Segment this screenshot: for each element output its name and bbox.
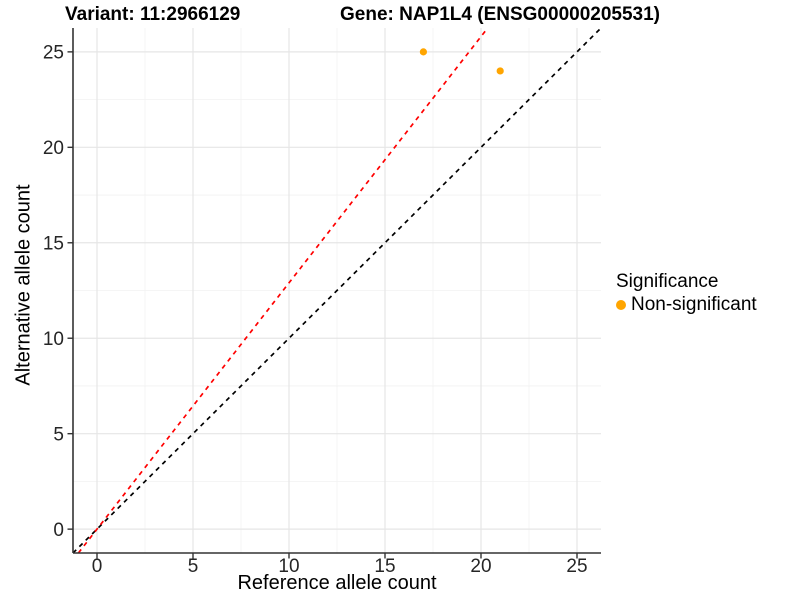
reference-line-expected-ratio <box>77 27 489 554</box>
x-tick-label: 20 <box>470 556 491 577</box>
legend: Significance Non-significant <box>616 271 757 316</box>
x-tick-label: 25 <box>566 556 587 577</box>
reference-line-identity <box>72 27 602 554</box>
x-axis-title: Reference allele count <box>237 572 437 594</box>
x-tick-label: 15 <box>374 556 395 577</box>
x-tick-label: 0 <box>92 556 103 577</box>
y-tick-label: 5 <box>53 424 64 445</box>
y-tick-label: 10 <box>43 329 64 350</box>
plot-title-gene: Gene: NAP1L4 (ENSG00000205531) <box>340 4 660 25</box>
y-tick-label: 25 <box>43 43 64 64</box>
plot-title-variant: Variant: 11:2966129 <box>65 4 241 25</box>
legend-item-non-significant: Non-significant <box>616 294 757 316</box>
x-tick-label: 5 <box>188 556 199 577</box>
legend-swatch-dot-icon <box>616 300 626 310</box>
legend-item-label: Non-significant <box>631 294 757 315</box>
y-tick-label: 20 <box>43 138 64 159</box>
legend-title: Significance <box>616 271 719 292</box>
x-tick-label: 10 <box>278 556 299 577</box>
data-point <box>496 67 504 75</box>
y-axis-title: Alternative allele count <box>12 184 35 386</box>
y-tick-label: 15 <box>43 233 64 254</box>
y-tick-label: 0 <box>53 520 64 541</box>
data-point <box>419 48 427 56</box>
